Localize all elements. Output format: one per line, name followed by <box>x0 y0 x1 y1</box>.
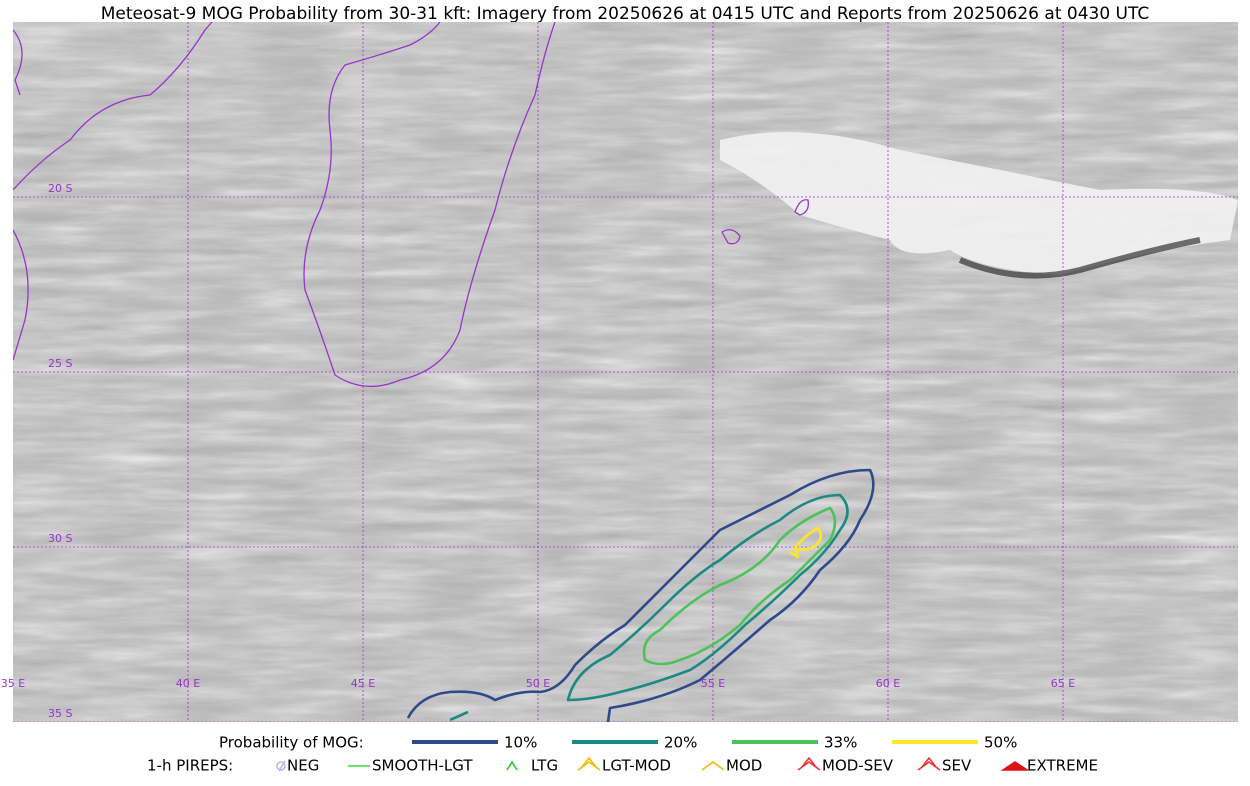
africa-coast <box>13 229 29 361</box>
lat-label: 25 S <box>48 357 72 370</box>
lat-label: 35 S <box>48 707 72 720</box>
africa-coast <box>13 22 213 191</box>
lon-label: 45 E <box>351 677 375 690</box>
legend-title: 1-h PIREPS: <box>147 757 233 775</box>
legend-label: 20% <box>664 734 697 752</box>
pirep-symbol <box>797 756 821 771</box>
legend-label: NEG <box>287 757 319 775</box>
pirep-symbol <box>1000 761 1030 771</box>
africa-coast <box>13 29 23 96</box>
contour-33 <box>642 506 837 666</box>
pirep-symbol <box>577 756 601 771</box>
legend-label: 10% <box>504 734 537 752</box>
contour-20 <box>566 493 849 702</box>
legend-title: Probability of MOG: <box>219 734 364 752</box>
mauritius-coast <box>794 199 809 216</box>
contour-50 <box>789 526 823 559</box>
lon-label: 65 E <box>1051 677 1075 690</box>
madagascar-coast <box>303 22 556 388</box>
contour-20 <box>449 710 469 722</box>
legend-label: SMOOTH-LGT <box>372 757 473 775</box>
legend-label: MOD-SEV <box>822 757 894 775</box>
cloud-shadow <box>958 237 1201 279</box>
contour-10 <box>406 468 875 722</box>
legend-label: LTG <box>531 757 558 775</box>
lon-label: 35 E <box>1 677 25 690</box>
lat-label: 20 S <box>48 182 72 195</box>
legend-label: MOD <box>726 757 762 775</box>
legend-label: LGT-MOD <box>602 757 671 775</box>
title: Meteosat-9 MOG Probability from 30-31 kf… <box>101 4 1150 24</box>
map-area <box>13 22 1238 722</box>
lon-label: 50 E <box>526 677 550 690</box>
pirep-symbol <box>276 760 286 772</box>
legend-label: SEV <box>942 757 972 775</box>
reunion-coast <box>721 229 741 245</box>
legend-label: EXTREME <box>1027 757 1098 775</box>
pirep-symbol <box>506 760 518 771</box>
lon-label: 40 E <box>176 677 200 690</box>
legend-label: 33% <box>824 734 857 752</box>
legend-label: 50% <box>984 734 1017 752</box>
pirep-symbol <box>917 756 941 771</box>
cloud-band <box>720 132 1238 275</box>
lat-label: 30 S <box>48 532 72 545</box>
lon-label: 60 E <box>876 677 900 690</box>
pirep-symbol <box>701 761 725 771</box>
lon-label: 55 E <box>701 677 725 690</box>
